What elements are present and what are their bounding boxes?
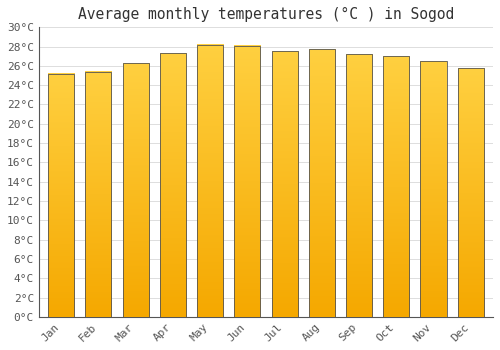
Bar [234, 46, 260, 317]
Bar [122, 63, 148, 317]
Bar [458, 68, 483, 317]
Bar [308, 49, 335, 317]
Bar [272, 51, 297, 317]
Bar [420, 61, 446, 317]
Bar [160, 53, 186, 317]
Bar [383, 56, 409, 317]
Bar [346, 54, 372, 317]
Bar [197, 45, 223, 317]
Title: Average monthly temperatures (°C ) in Sogod: Average monthly temperatures (°C ) in So… [78, 7, 454, 22]
Bar [86, 72, 112, 317]
Bar [48, 74, 74, 317]
